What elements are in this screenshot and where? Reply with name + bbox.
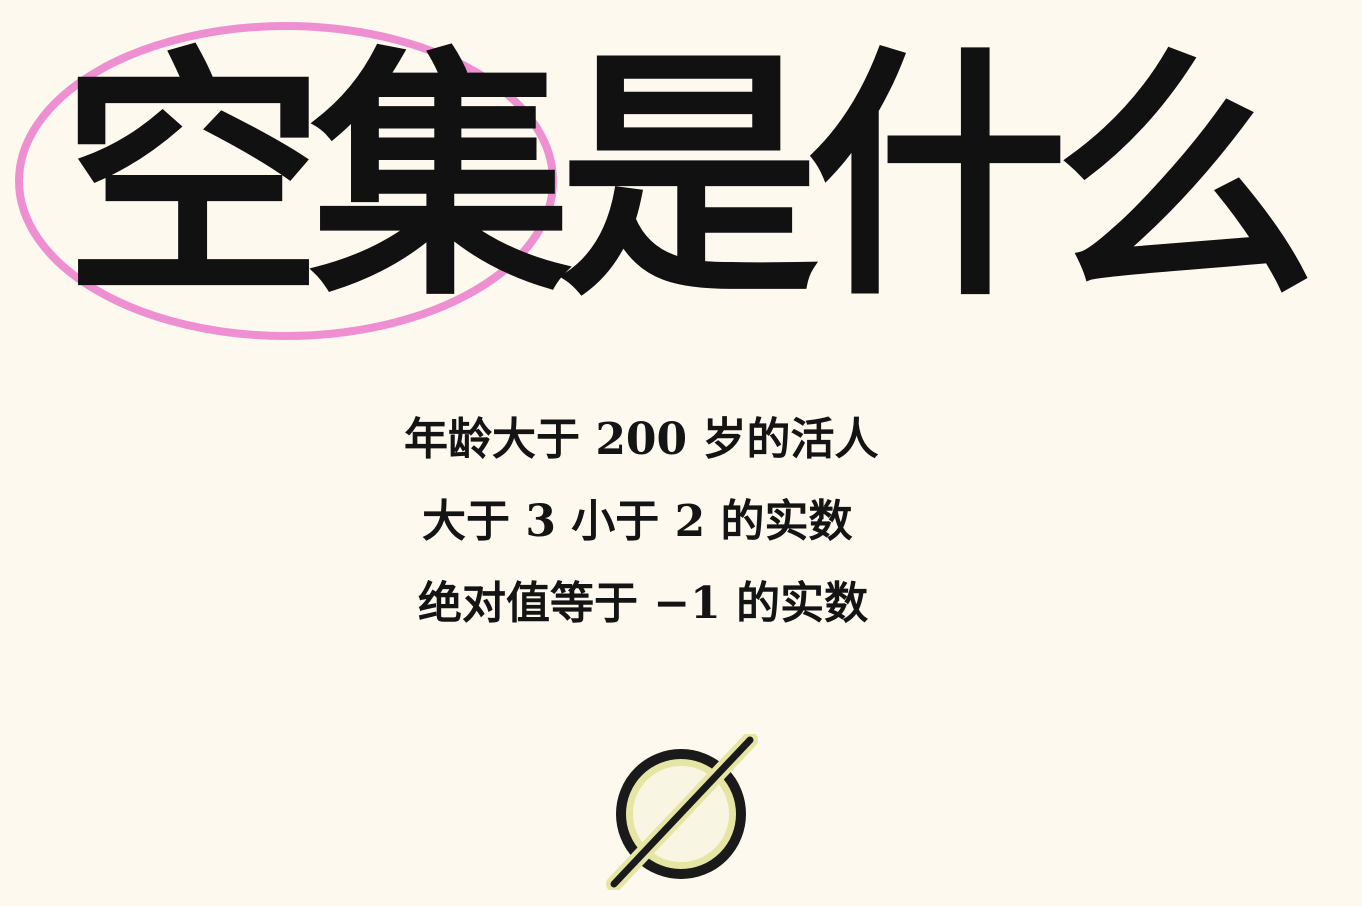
example-item-living-person: 年龄大于 200 岁的活人 [404,414,879,465]
example-item-real-number-range: 大于 3 小于 2 的实数 [422,496,853,547]
page-title: 空集是什么 [62,26,1316,331]
empty-set-icon [606,734,758,890]
example-item-absolute-value: 绝对值等于 −1 的实数 [418,578,869,629]
